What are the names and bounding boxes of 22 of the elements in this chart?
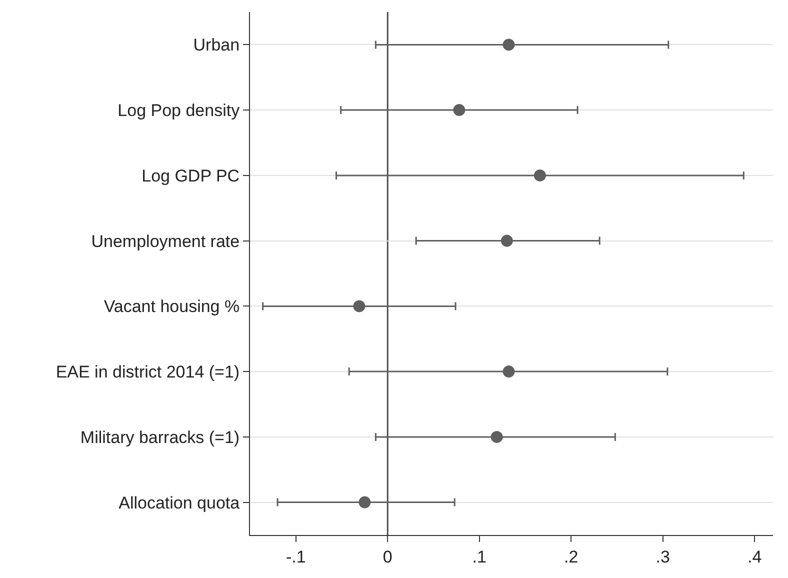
x-tick-label: .1 bbox=[472, 547, 486, 566]
point bbox=[502, 366, 515, 378]
point bbox=[490, 430, 503, 443]
y-tick-label: EAE in district 2014 (=1) bbox=[56, 362, 240, 382]
y-tick-label: Urban bbox=[193, 36, 240, 55]
point bbox=[353, 300, 366, 312]
x-tick-label: .3 bbox=[656, 547, 670, 566]
y-tick-label: Military barracks (=1) bbox=[80, 428, 240, 447]
point bbox=[534, 169, 546, 182]
y-tick-label: Log GDP PC bbox=[142, 166, 240, 186]
x-tick-label: .2 bbox=[564, 547, 578, 566]
y-tick-label: Allocation quota bbox=[118, 493, 240, 512]
x-tick-label: 0 bbox=[382, 547, 392, 566]
point bbox=[358, 496, 371, 508]
y-tick-label: Log Pop density bbox=[118, 101, 240, 120]
x-tick-label: .4 bbox=[748, 547, 762, 566]
y-tick-label: Vacant housing % bbox=[104, 297, 240, 316]
y-tick-label: Unemployment rate bbox=[91, 232, 240, 251]
point bbox=[500, 234, 513, 247]
point bbox=[502, 38, 515, 51]
point bbox=[453, 104, 466, 116]
x-tick-label: -.1 bbox=[286, 547, 306, 566]
